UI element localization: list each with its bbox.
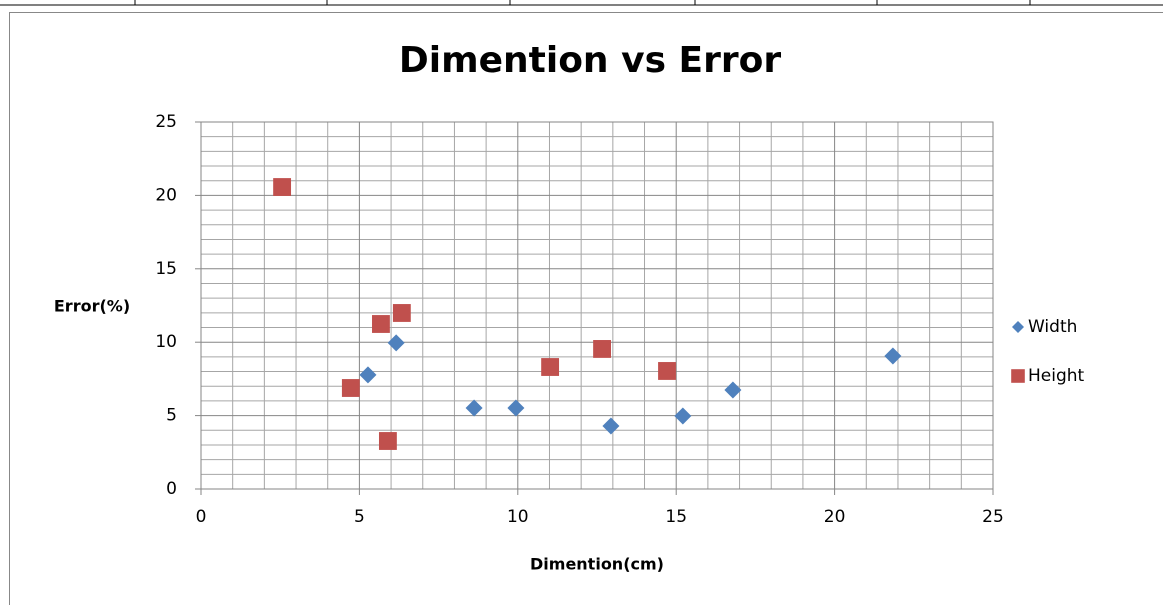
point [602,417,620,435]
point [378,432,397,450]
legend-label: Height [1028,366,1085,386]
chart-title: Dimention vs Error [399,40,781,81]
x-tick-label: 10 [507,507,529,527]
x-axis-label: Dimention(cm) [530,555,664,574]
y-axis-label: Error(%) [54,297,130,316]
point [341,379,360,397]
y-tick-label: 5 [166,406,177,426]
point [593,340,611,358]
x-tick-label: 20 [824,507,846,527]
x-tick-label: 0 [196,507,207,527]
point [884,347,902,365]
y-tick-label: 20 [155,185,177,205]
cell-dividers [134,0,1031,5]
point [273,178,292,196]
y-tick-label: 10 [155,332,177,352]
point [387,334,405,352]
y-tick-label: 25 [155,112,177,132]
point [541,358,560,376]
legend-marker [1012,321,1024,333]
x-tick-label: 5 [354,507,365,527]
legend-label: Width [1028,317,1077,337]
point [724,381,742,399]
x-tick-label: 25 [982,507,1004,527]
chart-border [9,12,1163,605]
point [372,315,390,333]
y-tick-label: 15 [155,259,177,279]
point [465,399,483,417]
point [507,399,525,417]
x-tick-label: 15 [665,507,687,527]
point [674,407,692,425]
plot-frame [200,121,994,490]
point [392,304,411,322]
point [359,366,377,384]
point [658,362,676,380]
y-tick-label: 0 [166,479,177,499]
legend-marker [1011,369,1025,383]
